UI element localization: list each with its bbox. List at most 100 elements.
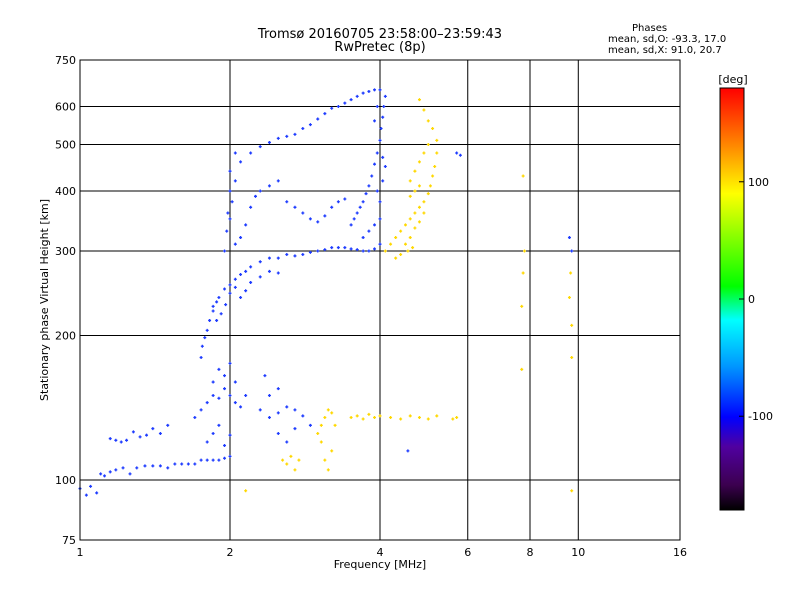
data-point-x: [435, 414, 439, 418]
data-point-o: [244, 394, 248, 398]
data-point-o: [249, 205, 253, 209]
data-point-o: [285, 134, 289, 138]
data-point-o: [276, 256, 280, 260]
data-point-o: [208, 318, 212, 322]
data-point-o: [233, 380, 237, 384]
y-tick-label: 600: [55, 101, 76, 114]
data-point-o: [239, 160, 243, 164]
data-point-o: [301, 253, 305, 257]
data-point-o: [267, 184, 271, 188]
data-point-x: [408, 236, 412, 240]
data-point-x: [451, 417, 455, 421]
data-point-o: [223, 456, 227, 460]
data-point-x: [399, 253, 403, 257]
data-point-o: [193, 415, 197, 419]
data-point-o: [373, 162, 377, 166]
phase-stats-title: Phases: [632, 23, 668, 34]
data-point-o: [114, 468, 118, 472]
data-point-x: [408, 194, 412, 198]
data-point-o: [158, 464, 162, 468]
data-point-o: [199, 355, 203, 359]
data-point-o: [367, 89, 371, 93]
data-point-x: [521, 271, 525, 275]
data-point-o: [233, 151, 237, 155]
data-point-o: [285, 200, 289, 204]
data-point-x: [422, 211, 426, 215]
data-point-x: [297, 458, 301, 462]
data-point-x: [408, 179, 412, 183]
data-point-o: [276, 271, 280, 275]
data-point-o: [349, 247, 353, 251]
data-point-o: [267, 256, 271, 260]
data-point-o: [285, 440, 289, 444]
y-tick-label: 750: [55, 54, 76, 67]
data-point-o: [373, 119, 377, 123]
data-point-o: [308, 250, 312, 254]
data-point-x: [426, 417, 430, 421]
x-tick-label: 10: [571, 546, 585, 559]
data-point-o: [215, 300, 219, 304]
grid-lines: [79, 59, 681, 541]
data-point-o: [378, 88, 382, 92]
data-point-x: [403, 223, 407, 227]
data-point-o: [367, 184, 371, 188]
data-point-o: [239, 296, 243, 300]
data-point-o: [211, 304, 215, 308]
y-tick-label: 400: [55, 185, 76, 198]
data-point-x: [417, 415, 421, 419]
plot-frame: [79, 59, 681, 541]
data-point-o: [166, 466, 170, 470]
data-point-x: [394, 236, 398, 240]
data-point-x: [422, 200, 426, 204]
data-point-o: [223, 249, 227, 253]
data-point-o: [267, 394, 271, 398]
data-point-x: [326, 468, 330, 472]
data-point-x: [289, 454, 293, 458]
data-point-o: [308, 217, 312, 221]
data-point-o: [211, 432, 215, 436]
data-point-o: [228, 454, 232, 458]
data-point-o: [253, 194, 257, 198]
data-point-o: [381, 155, 385, 159]
data-point-o: [249, 265, 253, 269]
data-point-x: [361, 417, 365, 421]
data-point-o: [173, 462, 177, 466]
y-tick-label: 200: [55, 330, 76, 343]
data-point-x: [426, 192, 430, 196]
x-tick-label: 6: [464, 546, 471, 559]
data-point-o: [239, 236, 243, 240]
data-point-o: [330, 106, 334, 110]
data-point-x: [333, 423, 337, 427]
data-point-o: [205, 458, 209, 462]
data-point-x: [417, 205, 421, 209]
data-point-o: [223, 444, 227, 448]
data-point-o: [323, 248, 327, 252]
data-point-o: [244, 269, 248, 273]
data-point-o: [330, 205, 334, 209]
data-point-o: [308, 123, 312, 127]
data-point-x: [389, 415, 393, 419]
data-point-o: [128, 472, 132, 476]
data-point-o: [143, 464, 147, 468]
data-point-o: [330, 246, 334, 250]
data-point-o: [570, 249, 574, 253]
data-point-x: [520, 367, 524, 371]
data-point-x: [520, 304, 524, 308]
data-point-x: [403, 242, 407, 246]
colorbar-label: [deg]: [718, 73, 747, 86]
y-axis-label: Stationary phase Virtual Height [km]: [38, 199, 51, 401]
data-point-o: [205, 328, 209, 332]
data-point-o: [131, 430, 135, 434]
data-point-o: [370, 174, 374, 178]
y-tick-label: 75: [62, 534, 76, 547]
data-point-o: [158, 432, 162, 436]
data-point-x: [373, 415, 377, 419]
data-point-o: [151, 464, 155, 468]
colorbar-tick-label: 0: [748, 293, 755, 306]
data-point-o: [228, 394, 232, 398]
data-point-o: [316, 117, 320, 121]
data-point-x: [367, 412, 371, 416]
data-point-o: [103, 474, 107, 478]
data-point-o: [125, 438, 129, 442]
data-point-x: [355, 414, 359, 418]
